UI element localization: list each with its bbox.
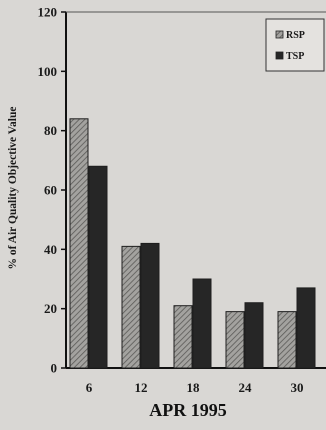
x-tick-label: 12 — [135, 380, 148, 395]
x-axis-label: APR 1995 — [149, 400, 227, 420]
bar-rsp-18 — [173, 305, 193, 369]
bar-tsp-6 — [88, 165, 108, 369]
legend: RSP TSP — [265, 18, 325, 72]
y-tick-label: 100 — [38, 64, 58, 79]
bar-tsp-18 — [192, 278, 212, 369]
y-tick-label: 80 — [44, 123, 57, 138]
bar-tsp-12 — [140, 242, 160, 369]
legend-label-tsp: TSP — [286, 51, 304, 62]
legend-box — [265, 18, 325, 72]
legend-label-rsp: RSP — [286, 30, 305, 41]
y-axis-label: % of Air Quality Objective Value — [7, 106, 19, 269]
y-tick-label: 0 — [51, 361, 58, 376]
bar-rsp-30 — [277, 311, 297, 369]
y-tick-label: 20 — [44, 301, 57, 316]
y-tick-label: 40 — [44, 242, 57, 257]
bar-rsp-12 — [121, 245, 141, 369]
y-tick-label: 120 — [38, 5, 58, 20]
x-tick-label: 24 — [239, 380, 253, 395]
y-tick-label: 60 — [44, 183, 57, 198]
x-tick-label: 18 — [187, 380, 201, 395]
legend-swatch-tsp — [275, 51, 284, 60]
legend-swatch-rsp — [275, 30, 284, 39]
bar-tsp-30 — [296, 287, 316, 369]
x-tick-label: 6 — [86, 380, 93, 395]
bar-rsp-6 — [69, 118, 89, 369]
x-tick-label: 30 — [291, 380, 304, 395]
bar-tsp-24 — [244, 302, 264, 369]
bar-rsp-24 — [225, 311, 245, 369]
